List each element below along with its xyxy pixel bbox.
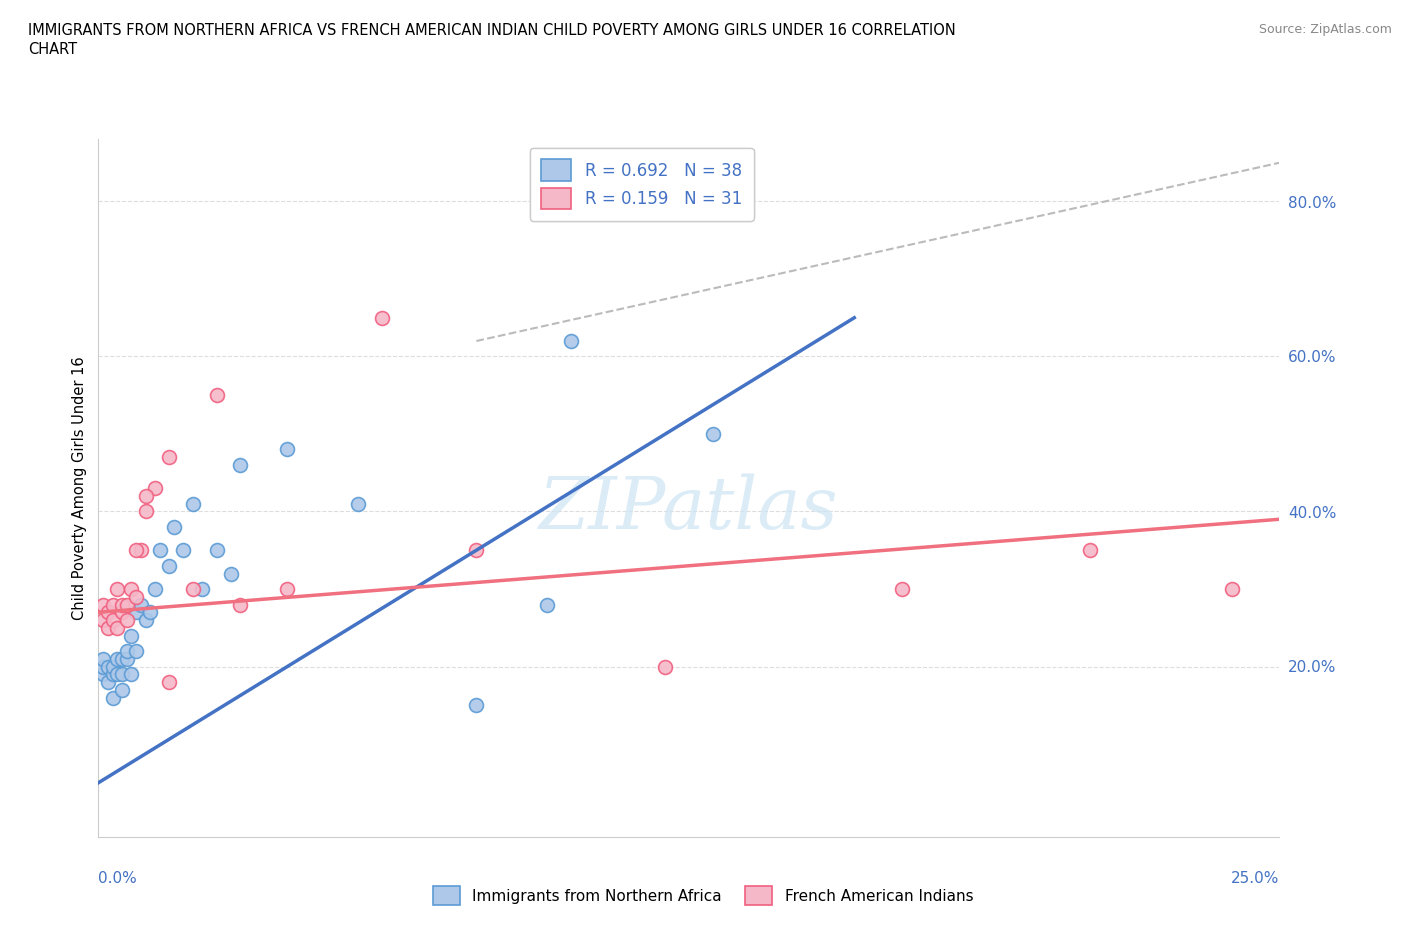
- Text: IMMIGRANTS FROM NORTHERN AFRICA VS FRENCH AMERICAN INDIAN CHILD POVERTY AMONG GI: IMMIGRANTS FROM NORTHERN AFRICA VS FRENC…: [28, 23, 956, 38]
- Point: [465, 543, 488, 558]
- Point: [1220, 581, 1243, 596]
- Point: [101, 613, 124, 628]
- Point: [91, 613, 114, 628]
- Point: [125, 644, 148, 658]
- Point: [157, 674, 180, 689]
- Point: [105, 667, 128, 682]
- Point: [111, 651, 134, 666]
- Point: [111, 667, 134, 682]
- Point: [143, 581, 166, 596]
- Point: [91, 597, 114, 612]
- Point: [105, 620, 128, 635]
- Point: [105, 581, 128, 596]
- Point: [205, 388, 228, 403]
- Point: [97, 604, 120, 619]
- Point: [181, 497, 204, 512]
- Point: [536, 597, 558, 612]
- Point: [1080, 543, 1102, 558]
- Point: [121, 628, 143, 643]
- Point: [91, 659, 114, 674]
- Point: [111, 683, 134, 698]
- Point: [115, 597, 138, 612]
- Point: [191, 581, 214, 596]
- Point: [163, 520, 186, 535]
- Point: [101, 667, 124, 682]
- Point: [105, 651, 128, 666]
- Text: 25.0%: 25.0%: [1232, 871, 1279, 886]
- Point: [654, 659, 676, 674]
- Point: [371, 311, 394, 325]
- Point: [347, 497, 370, 512]
- Point: [135, 613, 157, 628]
- Point: [229, 597, 252, 612]
- Point: [97, 659, 120, 674]
- Point: [91, 651, 114, 666]
- Point: [560, 334, 582, 349]
- Point: [149, 543, 172, 558]
- Point: [157, 450, 180, 465]
- Point: [129, 543, 152, 558]
- Point: [115, 651, 138, 666]
- Legend: Immigrants from Northern Africa, French American Indians: Immigrants from Northern Africa, French …: [425, 878, 981, 913]
- Point: [143, 481, 166, 496]
- Point: [125, 590, 148, 604]
- Point: [125, 604, 148, 619]
- Text: CHART: CHART: [28, 42, 77, 57]
- Point: [465, 698, 488, 712]
- Point: [129, 597, 152, 612]
- Text: 0.0%: 0.0%: [98, 871, 138, 886]
- Text: ZIPatlas: ZIPatlas: [538, 474, 839, 544]
- Point: [181, 581, 204, 596]
- Point: [97, 620, 120, 635]
- Point: [276, 581, 298, 596]
- Point: [121, 581, 143, 596]
- Point: [135, 488, 157, 503]
- Point: [157, 558, 180, 573]
- Point: [101, 690, 124, 705]
- Point: [702, 427, 724, 442]
- Point: [125, 543, 148, 558]
- Point: [139, 604, 162, 619]
- Legend: R = 0.692   N = 38, R = 0.159   N = 31: R = 0.692 N = 38, R = 0.159 N = 31: [530, 148, 754, 220]
- Point: [276, 442, 298, 457]
- Point: [890, 581, 912, 596]
- Point: [115, 613, 138, 628]
- Point: [219, 566, 242, 581]
- Text: Source: ZipAtlas.com: Source: ZipAtlas.com: [1258, 23, 1392, 36]
- Point: [97, 674, 120, 689]
- Point: [205, 543, 228, 558]
- Y-axis label: Child Poverty Among Girls Under 16: Child Poverty Among Girls Under 16: [72, 356, 87, 620]
- Point: [101, 597, 124, 612]
- Point: [111, 597, 134, 612]
- Point: [172, 543, 194, 558]
- Point: [229, 458, 252, 472]
- Point: [135, 504, 157, 519]
- Point: [91, 667, 114, 682]
- Point: [101, 659, 124, 674]
- Point: [115, 644, 138, 658]
- Point: [111, 604, 134, 619]
- Point: [121, 667, 143, 682]
